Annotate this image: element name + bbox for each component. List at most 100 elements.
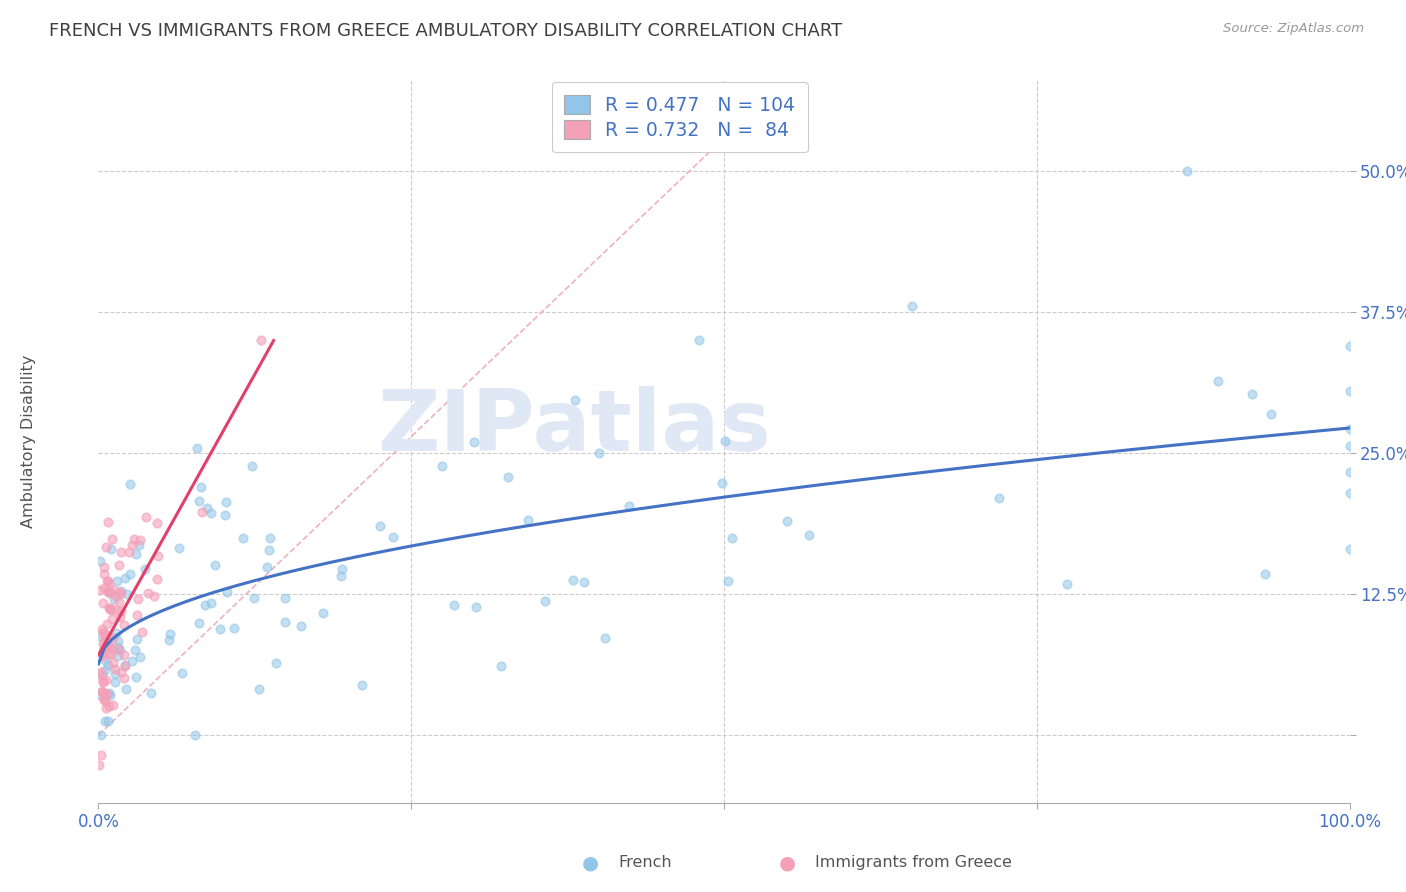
Point <box>188 493 211 508</box>
Point <box>112 648 135 662</box>
Point <box>127 591 149 606</box>
Point <box>146 572 169 586</box>
Point <box>136 586 159 600</box>
Point <box>98 689 121 703</box>
Point <box>93 686 115 700</box>
Point <box>1260 407 1282 421</box>
Point <box>104 602 127 616</box>
Text: Immigrants from Greece: Immigrants from Greece <box>815 855 1012 870</box>
Point <box>463 434 485 449</box>
Point <box>1241 387 1264 401</box>
Point <box>91 648 114 663</box>
Text: ●: ● <box>582 853 599 872</box>
Point <box>489 658 512 673</box>
Point <box>91 622 114 636</box>
Point <box>721 531 744 545</box>
Text: Source: ZipAtlas.com: Source: ZipAtlas.com <box>1223 22 1364 36</box>
Point <box>91 668 114 682</box>
Point <box>104 662 127 676</box>
Point <box>710 476 733 491</box>
Point <box>121 538 143 552</box>
Point <box>797 528 820 542</box>
Point <box>94 653 117 667</box>
Point <box>232 531 254 545</box>
Point <box>264 656 287 670</box>
Point <box>143 589 166 603</box>
Point <box>105 626 128 640</box>
Point <box>94 694 117 708</box>
Point <box>208 622 231 636</box>
Point <box>94 701 117 715</box>
Point <box>688 333 710 347</box>
Point <box>900 299 922 313</box>
Point <box>717 574 740 589</box>
Point <box>97 577 120 591</box>
Point <box>135 510 157 524</box>
Point <box>93 714 115 728</box>
Point <box>617 499 640 513</box>
Point <box>108 609 131 624</box>
Point <box>98 601 121 615</box>
Point <box>107 641 129 656</box>
Point <box>104 666 127 681</box>
Point <box>215 494 238 508</box>
Point <box>257 543 280 558</box>
Point <box>1206 374 1229 388</box>
Point <box>107 640 129 655</box>
Point <box>329 569 352 583</box>
Point <box>204 558 226 573</box>
Point <box>98 601 121 615</box>
Point <box>145 516 167 530</box>
Point <box>97 584 120 599</box>
Point <box>274 615 297 629</box>
Point <box>107 648 129 663</box>
Point <box>215 585 238 599</box>
Point <box>564 393 586 408</box>
Point <box>114 571 136 585</box>
Point <box>256 559 278 574</box>
Point <box>184 728 207 742</box>
Point <box>274 591 297 606</box>
Point <box>110 585 132 599</box>
Point <box>110 642 132 657</box>
Point <box>115 681 138 696</box>
Point <box>352 678 374 692</box>
Point <box>776 514 799 528</box>
Point <box>114 657 136 672</box>
Point <box>108 594 131 608</box>
Point <box>1339 466 1361 480</box>
Point <box>89 554 111 568</box>
Point <box>517 513 540 527</box>
Point <box>290 618 312 632</box>
Point <box>96 617 118 632</box>
Point <box>240 458 263 473</box>
Point <box>714 434 737 449</box>
Point <box>112 617 135 632</box>
Point <box>108 587 131 601</box>
Point <box>443 598 465 612</box>
Point <box>588 446 610 460</box>
Point <box>214 508 236 522</box>
Point <box>93 581 115 595</box>
Point <box>93 634 115 648</box>
Point <box>98 584 121 599</box>
Point <box>125 607 148 622</box>
Point <box>96 673 118 687</box>
Point <box>91 637 114 651</box>
Point <box>311 606 333 620</box>
Point <box>195 501 218 516</box>
Text: ●: ● <box>779 853 796 872</box>
Point <box>194 598 217 612</box>
Point <box>103 592 125 607</box>
Point <box>97 658 120 673</box>
Point <box>97 638 120 652</box>
Point <box>98 640 121 654</box>
Point <box>93 567 115 582</box>
Point <box>1339 438 1361 452</box>
Point <box>1175 163 1198 178</box>
Point <box>98 601 121 615</box>
Point <box>1339 541 1361 556</box>
Point <box>89 629 111 643</box>
Point <box>242 591 264 605</box>
Point <box>110 545 132 559</box>
